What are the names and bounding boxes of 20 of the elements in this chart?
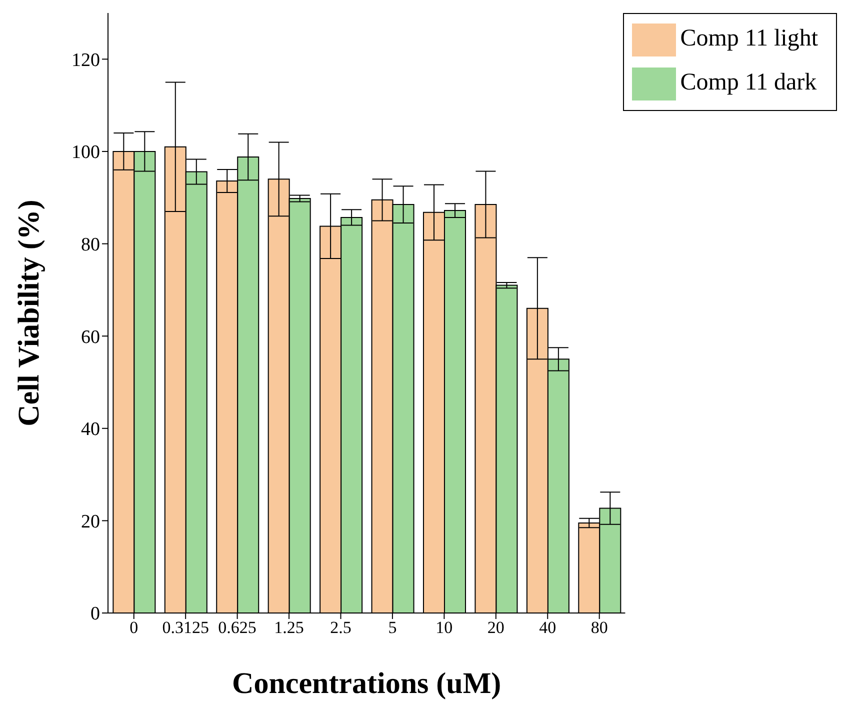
y-axis-title: Cell Viability (%) bbox=[12, 200, 46, 426]
y-tick-label: 40 bbox=[81, 419, 100, 440]
x-tick-label: 0.625 bbox=[218, 618, 256, 638]
x-tick-label: 40 bbox=[539, 618, 556, 638]
y-tick-label: 120 bbox=[72, 50, 100, 71]
x-tick-label: 0 bbox=[130, 618, 138, 638]
x-tick-label: 10 bbox=[436, 618, 453, 638]
y-tick-label: 80 bbox=[81, 234, 100, 256]
x-tick-label: 2.5 bbox=[330, 618, 352, 638]
x-tick-label: 20 bbox=[487, 618, 504, 638]
y-tick-label: 100 bbox=[72, 142, 100, 164]
legend-label: Comp 11 light bbox=[680, 26, 818, 52]
x-axis-title: Concentrations (uM) bbox=[232, 667, 502, 700]
y-tick-label: 60 bbox=[81, 326, 100, 348]
x-tick-label: 1.25 bbox=[274, 618, 304, 638]
legend-label: Comp 11 dark bbox=[680, 70, 817, 96]
x-tick-label: 5 bbox=[388, 618, 397, 638]
y-tick-label: 20 bbox=[81, 511, 100, 532]
x-tick-label: 0.3125 bbox=[162, 618, 209, 638]
x-tick-label: 80 bbox=[590, 618, 608, 638]
